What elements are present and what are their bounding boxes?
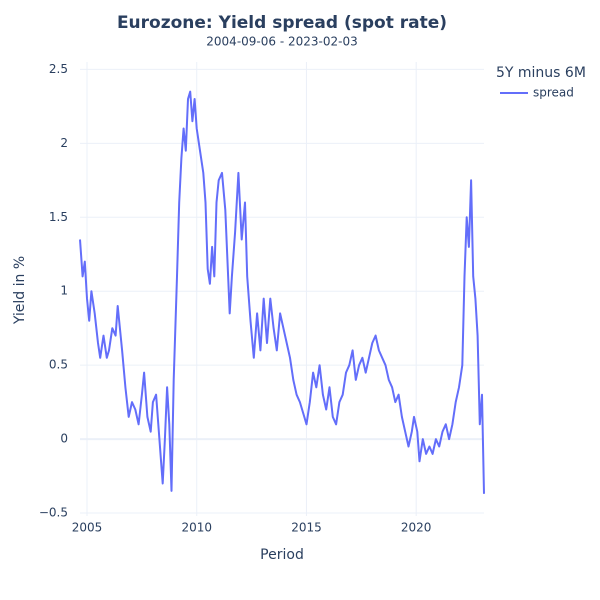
y-tick-label: 1.5 (49, 210, 68, 224)
y-tick-label: 0.5 (49, 358, 68, 372)
chart-title: Eurozone: Yield spread (spot rate) (117, 13, 447, 33)
y-axis-label: Yield in % (12, 256, 28, 325)
legend-title: 5Y minus 6M (496, 65, 586, 81)
chart-subtitle: 2004-09-06 - 2023-02-03 (206, 35, 357, 49)
y-tick-label: 1 (60, 284, 68, 298)
y-tick-label: 2.5 (49, 62, 68, 76)
y-tick-label: −0.5 (39, 506, 68, 520)
x-tick-label: 2010 (181, 521, 212, 535)
x-tick-label: 2015 (291, 521, 322, 535)
legend-label: spread (533, 86, 574, 100)
y-tick-label: 0 (60, 432, 68, 446)
x-tick-label: 2020 (401, 521, 432, 535)
x-axis-label: Period (260, 547, 304, 563)
y-tick-label: 2 (60, 136, 68, 150)
x-tick-label: 2005 (72, 521, 103, 535)
line (79, 90, 485, 494)
